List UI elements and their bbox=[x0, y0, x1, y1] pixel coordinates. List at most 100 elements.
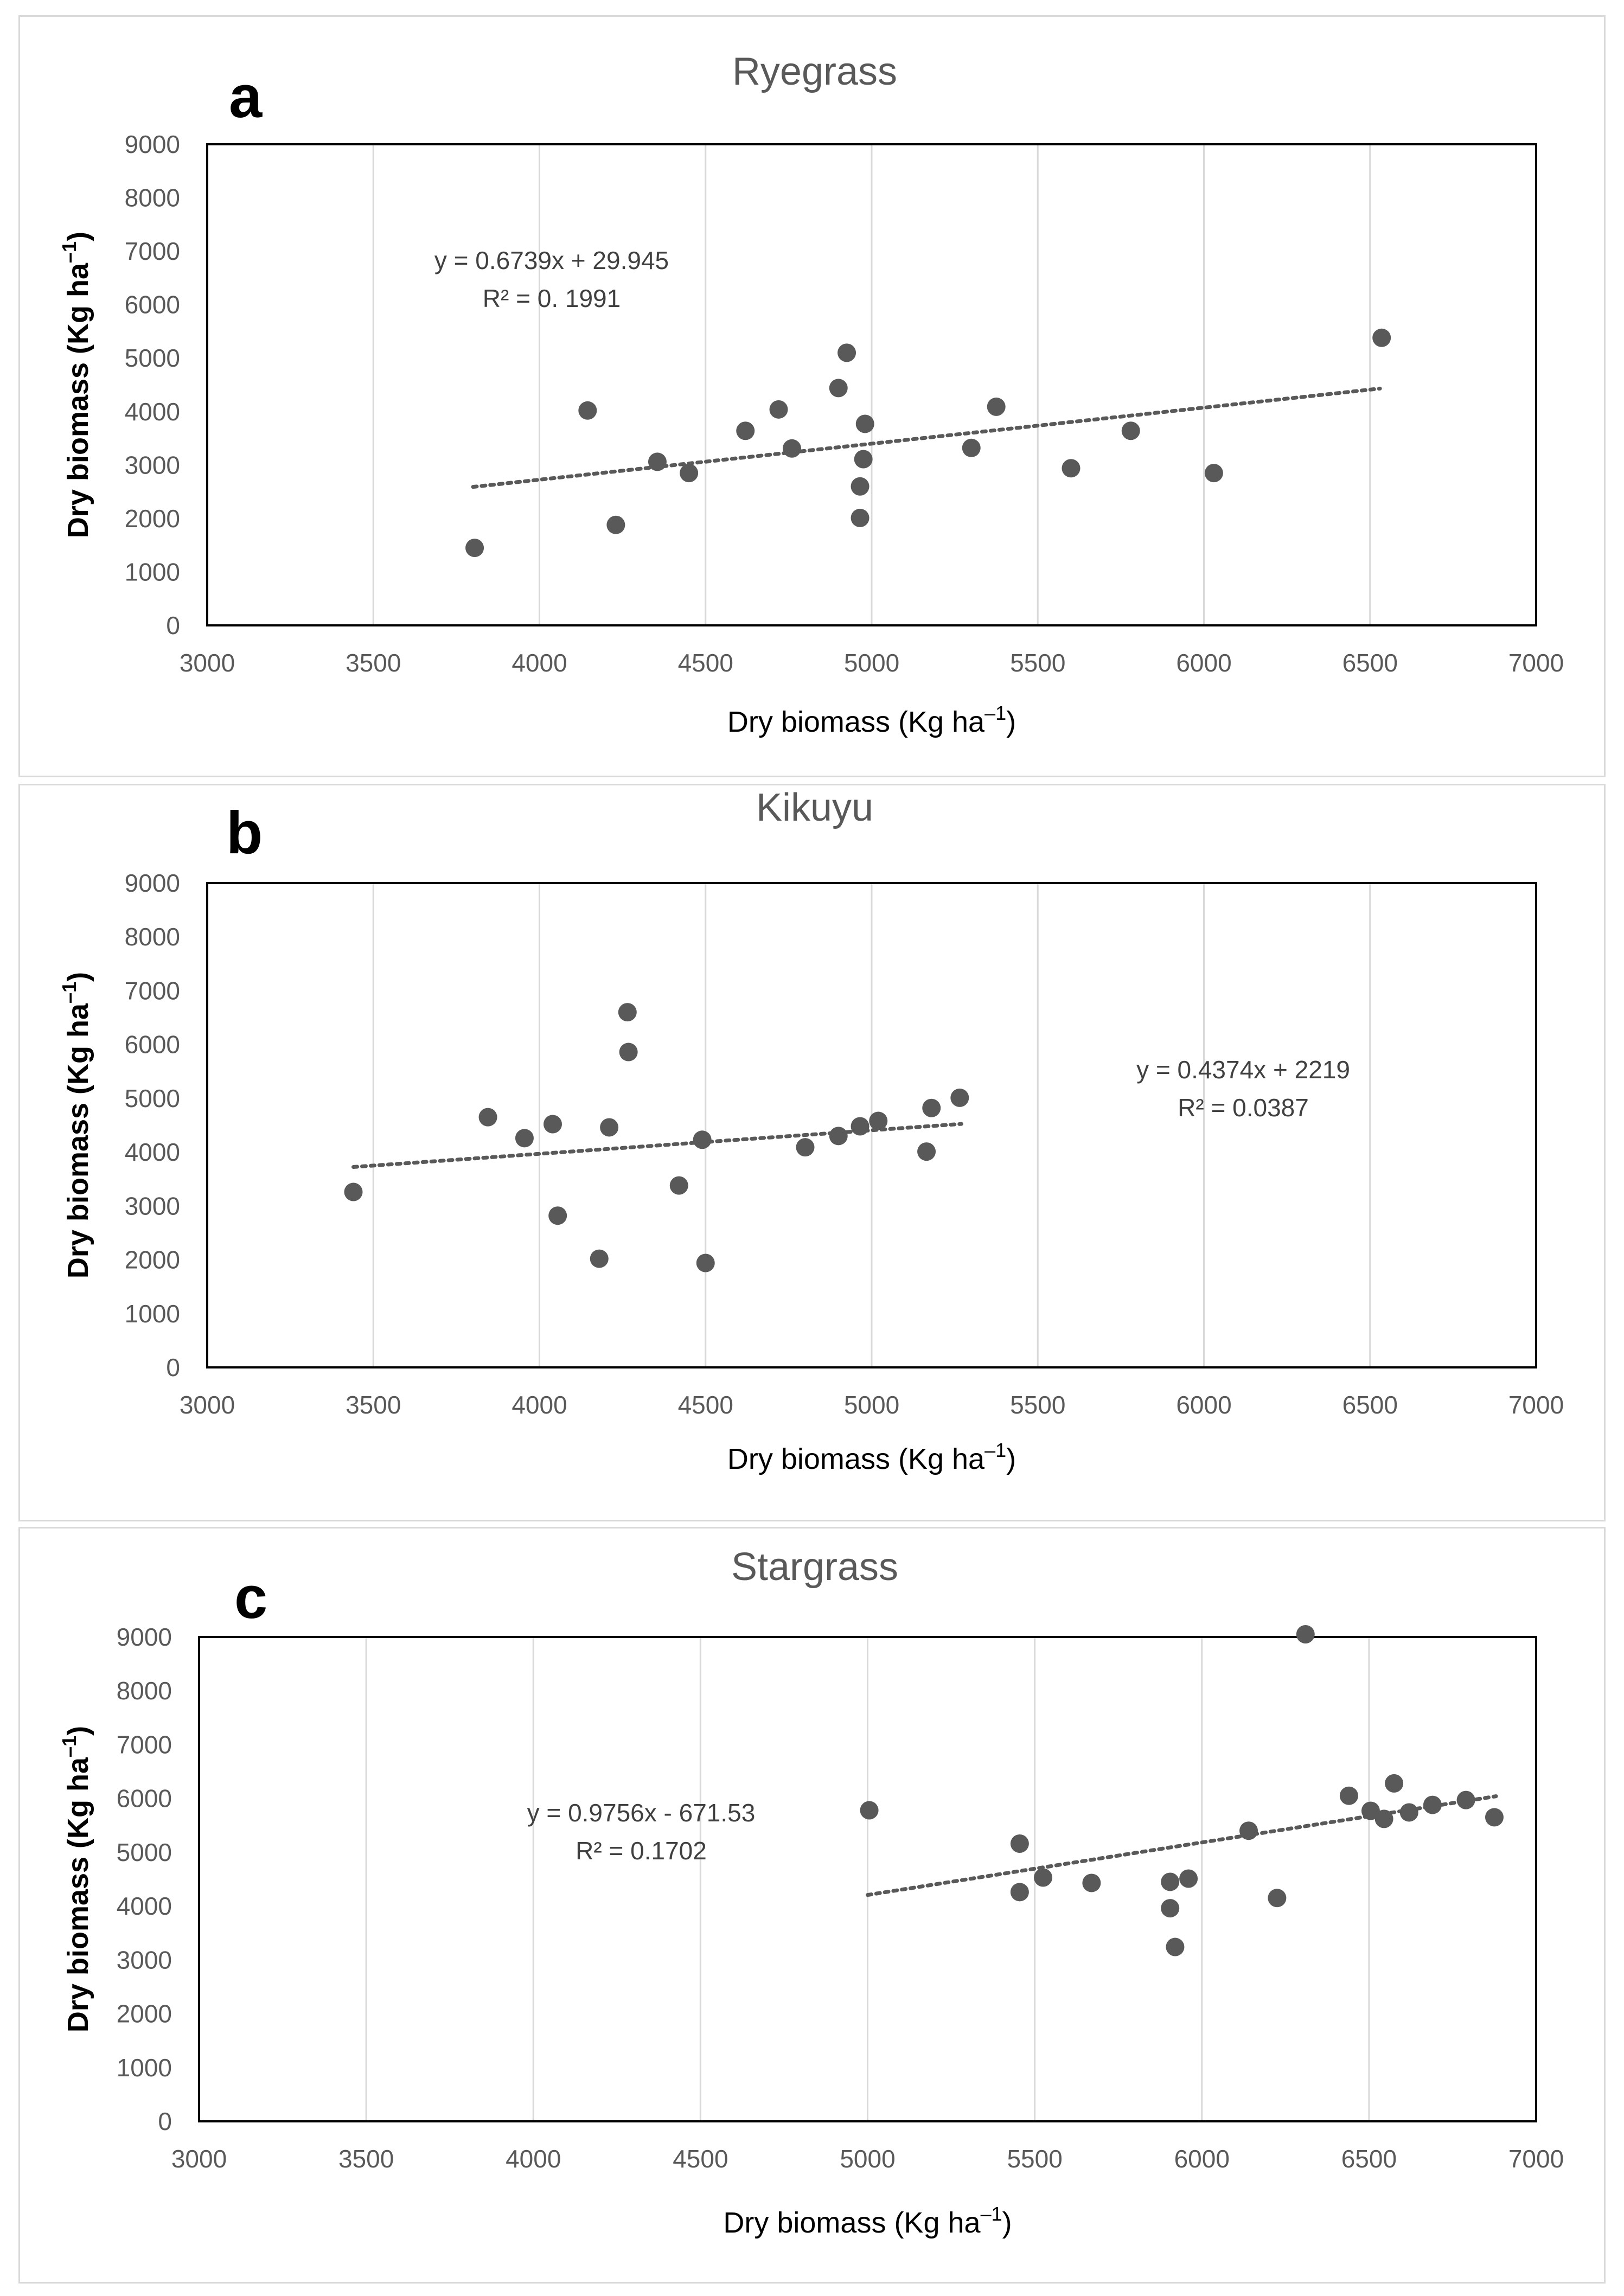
x-tick-label: 5500 bbox=[1010, 649, 1065, 677]
x-tick-label: 5500 bbox=[1007, 2145, 1062, 2173]
data-point bbox=[1372, 328, 1391, 347]
x-tick-label: 5000 bbox=[840, 2145, 895, 2173]
x-tick-label: 5000 bbox=[844, 649, 899, 677]
y-tick-label: 2000 bbox=[125, 1246, 180, 1274]
data-point bbox=[606, 515, 625, 534]
trendline-r-squared: R² = 0. 1991 bbox=[483, 284, 621, 312]
data-point bbox=[1296, 1625, 1315, 1644]
chart-panel-stargrass: 3000 3500 4000 4500 5000 5500 6000 6500 7000 0 100… bbox=[18, 1527, 1606, 2284]
panel-letter: a bbox=[229, 63, 263, 130]
data-point bbox=[854, 450, 873, 469]
trendline bbox=[351, 1122, 963, 1169]
y-tick-label: 3000 bbox=[125, 451, 180, 479]
y-axis-label-superscript: –1 bbox=[58, 1736, 80, 1757]
x-axis-label-close: ) bbox=[1006, 1443, 1016, 1475]
x-tick-label: 4500 bbox=[673, 2145, 728, 2173]
x-tick-label: 6500 bbox=[1342, 1391, 1398, 1419]
y-tick-label: 7000 bbox=[117, 1730, 172, 1758]
y-tick-label: 4000 bbox=[117, 1892, 172, 1920]
data-point bbox=[548, 1206, 567, 1225]
plot-area-frame bbox=[198, 1636, 1537, 2122]
data-point bbox=[1399, 1803, 1418, 1822]
y-tick-label: 9000 bbox=[125, 130, 180, 158]
y-tick-label: 5000 bbox=[125, 1084, 180, 1112]
data-point bbox=[1361, 1801, 1380, 1820]
y-tick-label: 1000 bbox=[125, 1300, 180, 1328]
data-point bbox=[619, 1043, 638, 1061]
y-tick-label: 9000 bbox=[125, 869, 180, 897]
y-tick-label: 0 bbox=[166, 1353, 180, 1382]
y-tick-label: 8000 bbox=[125, 923, 180, 951]
data-point bbox=[465, 539, 484, 558]
data-point bbox=[344, 1182, 363, 1201]
x-axis-label-close: ) bbox=[1002, 2207, 1012, 2239]
scatter-chart-ryegrass: 3000 3500 4000 4500 5000 5500 6000 6500 7000 0 100… bbox=[58, 50, 1564, 738]
x-tick-label: 4000 bbox=[512, 1391, 567, 1419]
data-point bbox=[1339, 1786, 1358, 1805]
data-point bbox=[544, 1115, 562, 1134]
data-point bbox=[648, 452, 667, 471]
data-point bbox=[1456, 1790, 1475, 1809]
x-tick-label: 7000 bbox=[1508, 649, 1564, 677]
x-tick-label: 4000 bbox=[512, 649, 567, 677]
x-tick-label: 7000 bbox=[1508, 1391, 1564, 1419]
y-tick-label: 0 bbox=[166, 611, 180, 639]
y-tick-label: 2000 bbox=[117, 2000, 172, 2028]
data-point bbox=[1385, 1774, 1404, 1793]
y-axis-label-close: ) bbox=[62, 232, 94, 241]
trendline-equation: y = 0.6739x + 29.945 bbox=[434, 246, 669, 274]
data-point bbox=[1423, 1795, 1442, 1814]
data-point bbox=[851, 477, 869, 496]
x-tick-label: 6000 bbox=[1174, 2145, 1230, 2173]
data-point bbox=[1010, 1834, 1029, 1853]
x-tick-label: 5500 bbox=[1010, 1391, 1065, 1419]
data-point bbox=[769, 400, 788, 419]
trendline bbox=[866, 1794, 1498, 1897]
x-axis-label: Dry biomass (Kg ha–1) bbox=[723, 2203, 1012, 2239]
y-tick-label: 5000 bbox=[117, 1838, 172, 1866]
data-point bbox=[1010, 1883, 1029, 1902]
data-point bbox=[1204, 464, 1223, 483]
y-axis-label: Dry biomass (Kg ha–1) bbox=[58, 972, 94, 1278]
chart-panel-ryegrass: 3000 3500 4000 4500 5000 5500 6000 6500 7000 0 100… bbox=[18, 15, 1606, 777]
y-tick-label: 6000 bbox=[125, 291, 180, 319]
y-tick-label: 3000 bbox=[117, 1946, 172, 1974]
x-tick-label: 3000 bbox=[180, 649, 235, 677]
y-tick-label: 8000 bbox=[125, 184, 180, 212]
data-point bbox=[855, 414, 874, 433]
data-point bbox=[851, 508, 869, 527]
data-point bbox=[1062, 459, 1080, 478]
data-point bbox=[917, 1142, 936, 1161]
x-tick-label: 3500 bbox=[346, 649, 401, 677]
data-point bbox=[669, 1176, 688, 1195]
x-tick-label: 6500 bbox=[1341, 2145, 1397, 2173]
y-tick-label: 7000 bbox=[125, 976, 180, 1005]
data-point bbox=[696, 1253, 715, 1272]
data-point bbox=[1161, 1872, 1180, 1891]
data-point bbox=[478, 1108, 497, 1127]
data-point bbox=[829, 1127, 848, 1146]
data-point bbox=[962, 438, 981, 457]
data-point bbox=[829, 379, 848, 398]
x-axis-label-superscript: –1 bbox=[984, 702, 1006, 724]
data-point bbox=[950, 1088, 969, 1107]
x-tick-label: 7000 bbox=[1508, 2145, 1564, 2173]
y-axis-label-superscript: –1 bbox=[58, 982, 80, 1003]
y-axis-label-text: Dry biomass (Kg ha bbox=[62, 1003, 94, 1278]
trendline-equation: y = 0.4374x + 2219 bbox=[1136, 1056, 1350, 1084]
data-point bbox=[578, 401, 597, 420]
data-point bbox=[783, 439, 801, 458]
y-axis-label-superscript: –1 bbox=[58, 241, 80, 263]
data-point bbox=[796, 1138, 815, 1157]
trendline-r-squared: R² = 0.0387 bbox=[1178, 1093, 1309, 1122]
x-tick-label: 3000 bbox=[171, 2145, 227, 2173]
data-point bbox=[851, 1117, 869, 1136]
y-axis-label: Dry biomass (Kg ha–1) bbox=[58, 1726, 94, 2032]
data-point bbox=[1121, 421, 1140, 440]
data-point bbox=[869, 1111, 888, 1130]
x-axis-label-text: Dry biomass (Kg ha bbox=[727, 706, 985, 738]
y-tick-label: 5000 bbox=[125, 344, 180, 372]
y-tick-label: 7000 bbox=[125, 237, 180, 265]
x-tick-label: 6000 bbox=[1176, 649, 1231, 677]
trendline-r-squared: R² = 0.1702 bbox=[576, 1837, 707, 1865]
